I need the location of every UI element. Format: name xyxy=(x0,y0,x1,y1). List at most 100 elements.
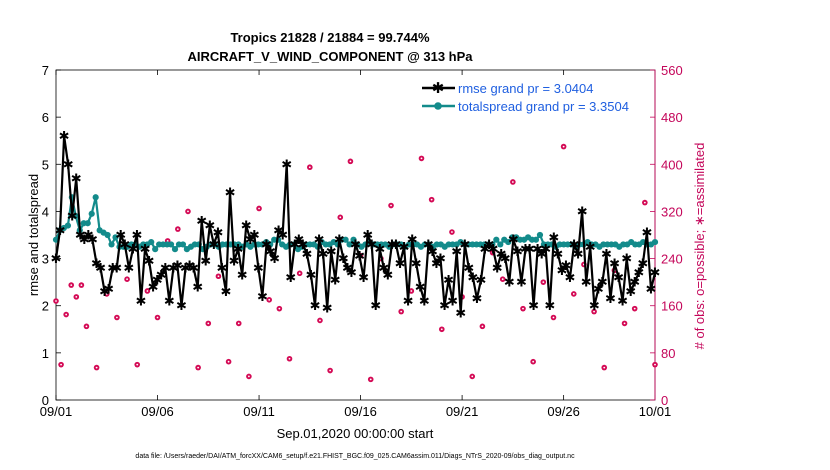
rmse-point: ✱ xyxy=(51,251,62,266)
rmse-point: ✱ xyxy=(391,237,402,252)
rmse-point: ✱ xyxy=(257,289,268,304)
rmse-point: ✱ xyxy=(605,291,616,306)
obs-count-point-center xyxy=(95,366,98,369)
rmse-point: ✱ xyxy=(407,232,418,247)
obs-count-point-center xyxy=(116,316,118,319)
rmse-point: ✱ xyxy=(293,232,304,247)
rmse-point: ✱ xyxy=(650,265,661,280)
rmse-point: ✱ xyxy=(609,256,620,271)
obs-count-point-center xyxy=(349,160,352,163)
rmse-point: ✱ xyxy=(67,209,78,224)
rmse-point: ✱ xyxy=(504,275,515,290)
obs-count-point-center xyxy=(471,375,474,378)
rmse-point: ✱ xyxy=(115,228,126,243)
rmse-point: ✱ xyxy=(411,256,422,271)
spread-point xyxy=(152,246,159,253)
obs-count-point-center xyxy=(187,210,189,213)
rmse-point: ✱ xyxy=(496,246,507,261)
obs-count-point-center xyxy=(105,293,108,295)
obs-count-point-center xyxy=(603,366,606,369)
rmse-point: ✱ xyxy=(297,237,308,252)
obs-count-point-center xyxy=(217,275,220,278)
rmse-point: ✱ xyxy=(330,272,341,287)
obs-count-point-center xyxy=(654,363,656,366)
rmse-point: ✱ xyxy=(314,232,325,247)
chart-title: Tropics 21828 / 21884 = 99.744% xyxy=(230,30,430,45)
rmse-point: ✱ xyxy=(508,232,519,247)
spread-point xyxy=(167,241,175,248)
rmse-point: ✱ xyxy=(492,261,503,276)
obs-count-point-center xyxy=(176,228,179,231)
rmse-point: ✱ xyxy=(289,237,300,252)
rmse-point: ✱ xyxy=(180,261,191,276)
rmse-point: ✱ xyxy=(621,251,632,266)
rmse-point: ✱ xyxy=(629,275,640,290)
rmse-point: ✱ xyxy=(301,246,312,261)
rmse-point: ✱ xyxy=(212,225,223,240)
spread-point xyxy=(651,238,659,246)
spread-point xyxy=(171,246,179,253)
obs-count-point-center xyxy=(430,198,433,201)
y-tick-label: 7 xyxy=(42,63,49,78)
obs-count-point-center xyxy=(156,316,159,319)
rmse-point: ✱ xyxy=(91,256,102,271)
y2-tick-label: 160 xyxy=(661,299,683,314)
rmse-point: ✱ xyxy=(168,261,179,276)
obs-count-point-center xyxy=(623,322,626,325)
obs-count-point-center xyxy=(278,307,281,310)
rmse-point: ✱ xyxy=(544,298,555,313)
obs-count-point-center xyxy=(85,325,88,328)
legend-rmse-marker: ✱ xyxy=(432,80,445,97)
rmse-point: ✱ xyxy=(310,298,321,313)
spread-point xyxy=(536,231,544,239)
obs-count-point-center xyxy=(227,360,230,363)
rmse-point: ✱ xyxy=(561,258,572,273)
obs-count-point-center xyxy=(542,281,545,284)
rmse-point: ✱ xyxy=(447,294,458,309)
obs-count-point-center xyxy=(197,366,200,369)
y2-tick-label: 480 xyxy=(661,110,683,125)
rmse-point: ✱ xyxy=(597,275,608,290)
rmse-point: ✱ xyxy=(565,270,576,285)
rmse-point: ✱ xyxy=(127,242,138,257)
spread-point xyxy=(112,234,119,241)
rmse-point: ✱ xyxy=(613,270,624,285)
rmse-point: ✱ xyxy=(601,246,612,261)
obs-count-point-center xyxy=(319,319,321,322)
rmse-point: ✱ xyxy=(480,242,491,257)
rmse-point: ✱ xyxy=(322,301,333,316)
obs-count-point-center xyxy=(80,284,83,286)
obs-count-point-center xyxy=(562,145,565,148)
rmse-point: ✱ xyxy=(160,261,171,276)
obs-count-point-center xyxy=(329,369,332,372)
rmse-point: ✱ xyxy=(273,223,284,238)
rmse-series: ✱✱✱✱✱✱✱✱✱✱✱✱✱✱✱✱✱✱✱✱✱✱✱✱✱✱✱✱✱✱✱✱✱✱✱✱✱✱✱✱… xyxy=(51,129,661,321)
y2-tick-label: 320 xyxy=(661,204,683,219)
legend: ✱ rmse grand pr = 3.0404 totalspread gra… xyxy=(422,80,629,114)
rmse-point: ✱ xyxy=(528,298,539,313)
obs-count-point-center xyxy=(136,363,139,366)
legend-spread-label: totalspread grand pr = 3.3504 xyxy=(458,99,629,114)
rmse-point: ✱ xyxy=(55,223,66,238)
rmse-point: ✱ xyxy=(386,237,397,252)
obs-count-point-center xyxy=(633,307,636,310)
rmse-point: ✱ xyxy=(229,253,240,268)
rmse-point: ✱ xyxy=(172,258,183,273)
rmse-point: ✱ xyxy=(144,253,155,268)
spread-point xyxy=(72,213,79,220)
spread-point xyxy=(64,222,72,229)
rmse-point: ✱ xyxy=(455,305,466,320)
obs-count-point-center xyxy=(146,290,149,292)
rmse-point: ✱ xyxy=(435,251,446,266)
spread-point xyxy=(148,238,155,246)
rmse-point: ✱ xyxy=(484,237,495,252)
rmse-point: ✱ xyxy=(241,218,252,233)
rmse-point: ✱ xyxy=(123,261,134,276)
rmse-point: ✱ xyxy=(156,268,167,283)
obs-count-point-center xyxy=(532,360,535,363)
obs-count-point-center xyxy=(126,278,128,281)
spread-point xyxy=(493,236,500,243)
y2-axis-label: # of obs: o=possible; ∗=assimilated xyxy=(692,143,707,350)
obs-count-point-center xyxy=(70,284,73,286)
